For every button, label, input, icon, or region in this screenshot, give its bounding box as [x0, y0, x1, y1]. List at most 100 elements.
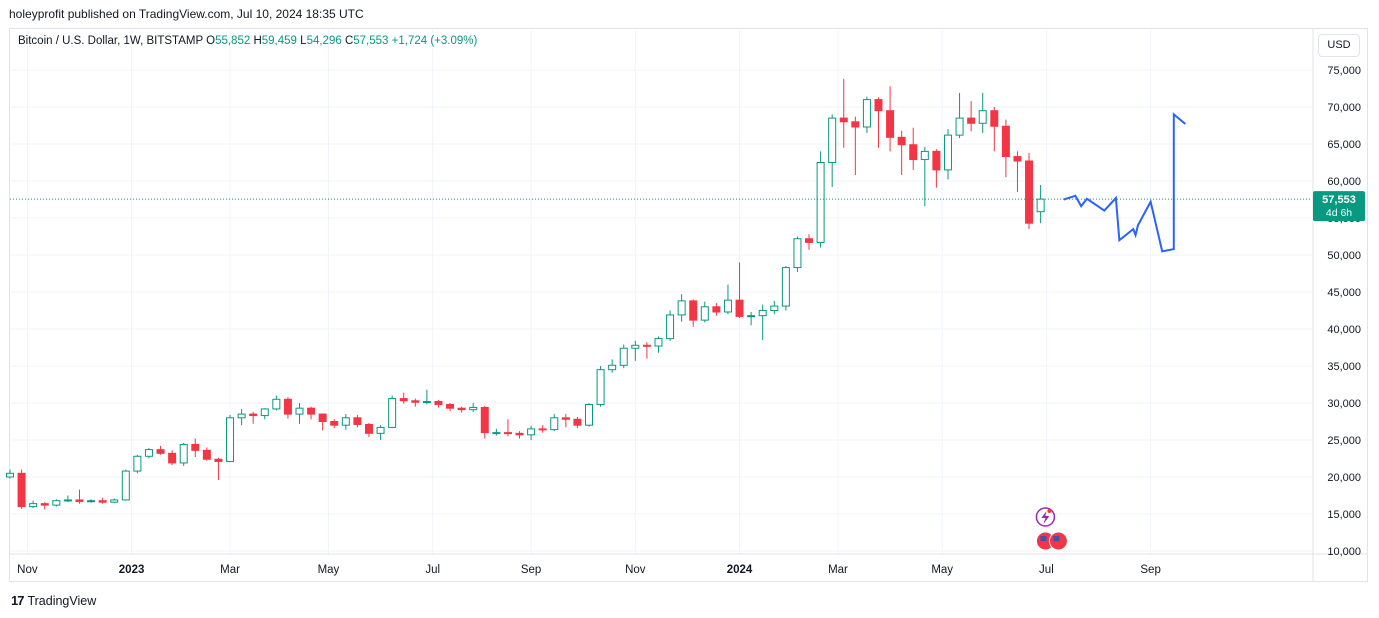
change-value: +1,724 (+3.09%) [391, 35, 478, 47]
candle [700, 301, 709, 323]
candle [619, 344, 628, 369]
candle-body [538, 428, 547, 431]
y-tick-label: 40,000 [1327, 324, 1361, 336]
candle-body [110, 499, 119, 503]
candle [249, 411, 258, 424]
close-value: 57,553 [353, 35, 389, 47]
x-tick-label: Mar [828, 564, 848, 576]
candle-body [388, 398, 397, 428]
candle-body [515, 432, 524, 436]
symbol-name: Bitcoin / U.S. Dollar, 1W, BITSTAMP [18, 35, 203, 47]
candle-body [561, 417, 570, 420]
candle-body [237, 413, 246, 419]
candle [226, 414, 235, 463]
candle-body [932, 150, 941, 171]
candle [492, 428, 501, 436]
x-tick-label: Jul [425, 564, 440, 576]
candle [654, 336, 663, 353]
candle-body [341, 417, 350, 426]
candle-body [828, 117, 837, 163]
candle-body [596, 369, 605, 405]
candle [156, 445, 165, 455]
candle [608, 359, 617, 373]
candle [897, 130, 906, 176]
x-tick-label: Nov [625, 564, 646, 576]
open-value: 55,852 [215, 35, 251, 47]
currency-button[interactable]: USD [1318, 34, 1360, 57]
candle-body [723, 299, 732, 313]
publish-line: holeyprofit published on TradingView.com… [9, 7, 364, 21]
candle [376, 425, 385, 440]
candle [422, 389, 431, 405]
x-tick-label: 2023 [119, 564, 145, 576]
x-tick-label: May [318, 564, 340, 576]
candle-body [202, 449, 211, 460]
y-tick-label: 30,000 [1327, 398, 1361, 410]
candle [735, 262, 744, 318]
candle-body [700, 306, 709, 321]
candle-body [805, 238, 814, 243]
candle-body [689, 300, 698, 321]
close-label: C [344, 35, 354, 47]
flag-canton-icon [1040, 536, 1047, 541]
candle [747, 311, 756, 326]
symbol-legend: Bitcoin / U.S. Dollar, 1W, BITSTAMP O55,… [18, 35, 477, 47]
candle [307, 406, 316, 420]
y-tick-label: 10,000 [1327, 546, 1361, 558]
candle [677, 294, 686, 322]
candle [17, 469, 26, 509]
notification-dot-icon [1047, 509, 1052, 513]
candle [144, 448, 153, 459]
candle [6, 469, 14, 479]
candle [341, 414, 350, 430]
candle [967, 101, 976, 132]
candle [862, 96, 871, 133]
candle-body [307, 407, 316, 415]
open-label: O [206, 35, 216, 47]
x-tick-label: May [931, 564, 953, 576]
candle [943, 129, 952, 180]
y-tick-label: 15,000 [1327, 509, 1361, 521]
y-tick-label: 65,000 [1327, 139, 1361, 151]
candle [538, 425, 547, 433]
candle-body [492, 432, 501, 435]
x-tick-label: Sep [1140, 564, 1160, 576]
candle-body [1036, 198, 1045, 213]
candle-body [839, 117, 848, 123]
candle-body [585, 403, 593, 426]
candle [40, 502, 49, 510]
candle [920, 146, 929, 207]
candle-body [631, 344, 640, 349]
candle-body [666, 314, 675, 340]
brand-name[interactable]: TradingView [27, 593, 97, 608]
candle [179, 442, 188, 466]
candle [1001, 119, 1010, 178]
candle [550, 414, 559, 432]
candle [87, 499, 96, 503]
candle-body [480, 406, 489, 434]
candle [781, 266, 790, 311]
candle-body [955, 117, 964, 136]
candle-body [87, 500, 96, 503]
candle-body [816, 162, 825, 243]
candle-body [318, 413, 327, 423]
footer: 17 TradingView [11, 593, 96, 608]
candle-body [469, 406, 478, 411]
candle [1025, 152, 1034, 230]
candle-body [735, 299, 744, 317]
candle [851, 116, 860, 176]
tradingview-logo-icon[interactable]: 17 [11, 593, 25, 608]
low-label: L [300, 35, 307, 47]
candle-body [457, 407, 466, 411]
candle [121, 469, 130, 501]
y-tick-label: 45,000 [1327, 287, 1361, 299]
candle-body [1013, 156, 1022, 162]
candle [63, 495, 72, 503]
candle-body [6, 472, 14, 478]
candle-body [52, 500, 61, 506]
candle-body [527, 428, 536, 436]
candle-body [121, 470, 130, 501]
candle-body [249, 413, 258, 417]
candle-body [909, 144, 918, 161]
